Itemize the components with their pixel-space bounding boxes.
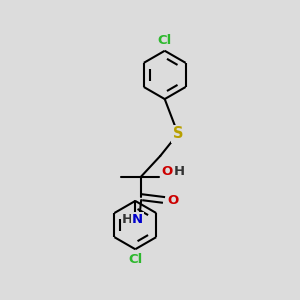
Text: S: S: [173, 126, 183, 141]
Text: N: N: [132, 213, 143, 226]
Text: H: H: [173, 165, 184, 178]
Text: Cl: Cl: [128, 253, 142, 266]
Text: H: H: [122, 213, 133, 226]
Text: Cl: Cl: [158, 34, 172, 47]
Text: O: O: [167, 194, 178, 207]
Text: O: O: [161, 165, 173, 178]
